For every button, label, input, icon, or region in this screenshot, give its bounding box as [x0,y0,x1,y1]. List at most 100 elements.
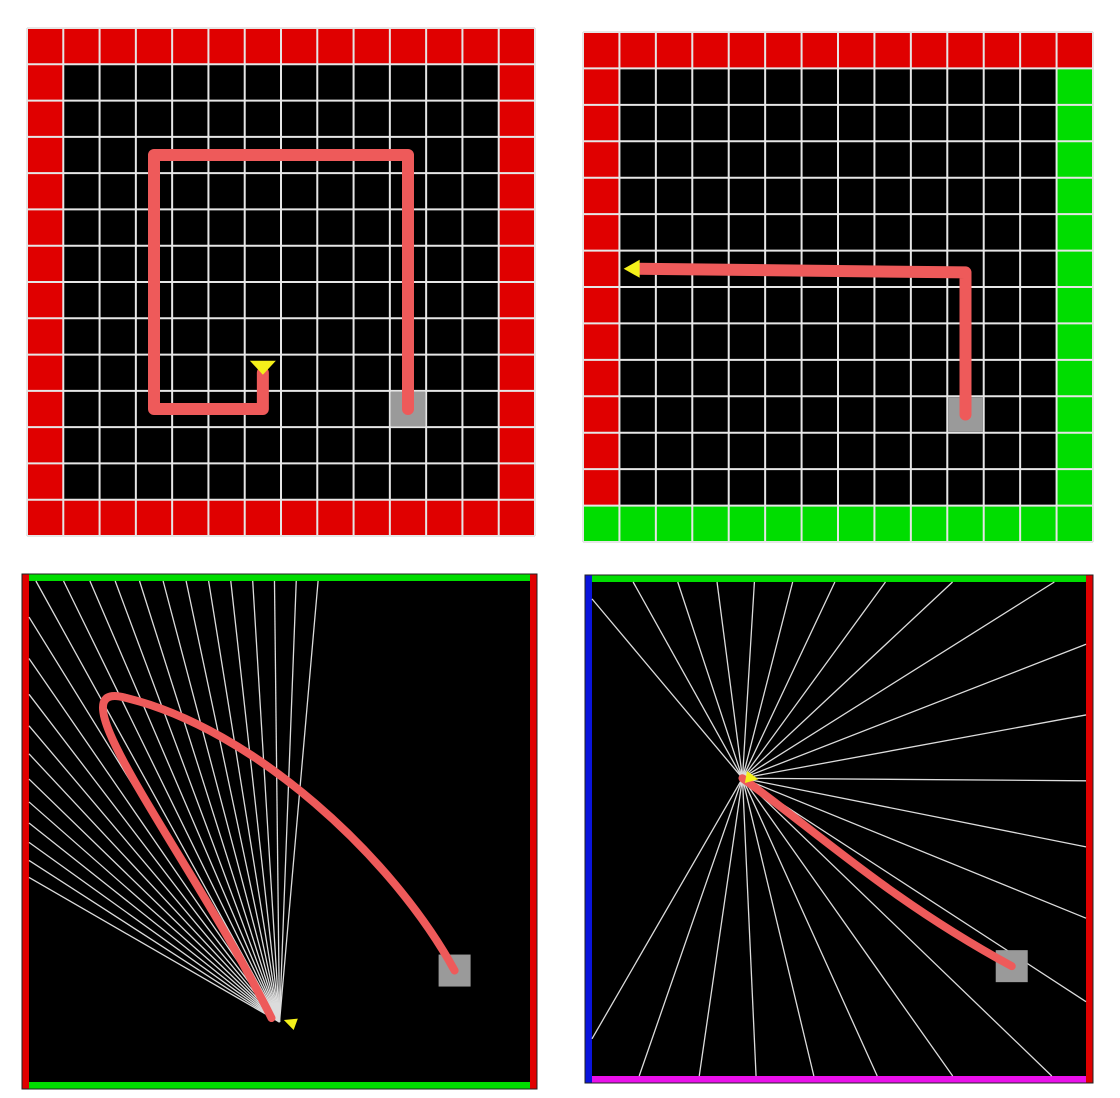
wall-cell [583,214,620,251]
wall-cell [838,32,875,69]
wall-cell [498,354,535,391]
wall-cell [874,505,911,542]
wall-cell [498,100,535,137]
wall-cell [910,32,948,69]
wall-cell [765,505,802,542]
gridworld-panel-top-left [26,27,536,537]
wall-cell [27,318,64,355]
wall-cell [583,323,620,360]
wall-cell [728,505,766,542]
wall-cell [874,32,911,69]
wall-cell [389,28,427,65]
sensor-ray [252,580,281,1023]
trajectory-path [631,262,972,421]
wall-cell [583,32,620,69]
sensor-ray [742,777,1087,782]
wall-cell [27,28,64,65]
arena-frame [584,574,1094,1084]
wall-cell [583,287,620,324]
arena-frame [21,573,538,1090]
agent-marker [744,771,759,784]
sensor-ray [741,581,794,779]
wall-cell [27,354,64,391]
wall-right [530,574,537,1089]
wall-cell [801,505,838,542]
wall-cell [1020,32,1057,69]
sensor-ray [28,841,280,1023]
wall-cell [27,136,64,174]
wall-cell [583,104,620,142]
wall-cell [583,250,620,287]
trajectory-path [99,692,459,1023]
sensor-ray [28,801,280,1023]
sensor-ray [742,777,1087,919]
wall-cell [498,282,535,319]
continuous-panel-bottom-right [584,574,1094,1084]
sensor-ray [28,859,280,1023]
wall-cell [27,463,64,500]
arena-floor [585,575,1093,1083]
wall-cell [27,390,64,428]
wall-cell [498,136,535,174]
wall-cell [583,432,620,470]
trajectory-path [148,149,414,415]
wall-cell [947,32,984,69]
sensor-ray [273,580,281,1023]
wall-cell [1056,104,1093,142]
sensor-ray [741,778,815,1077]
wall-cell [692,32,729,69]
wall-cell [983,32,1021,69]
wall-cell [583,396,620,433]
wall-cell [498,318,535,355]
wall-cell [63,28,100,65]
wall-cell [63,499,100,536]
wall-cell [1056,214,1093,251]
sensor-ray [28,753,280,1023]
wall-cell [498,28,535,65]
wall-cell [389,499,427,536]
sensor-ray [114,580,281,1023]
sensor-ray [742,777,1087,1003]
wall-cell [619,505,656,542]
trajectory-path [738,774,1016,971]
wall-bottom [22,1082,537,1089]
sensor-ray [741,581,887,779]
wall-cell [27,282,64,319]
wall-cell [172,28,209,65]
wall-cell [462,28,499,65]
sensor-ray [677,581,744,779]
wall-cell [498,209,535,246]
wall-cell [281,499,318,536]
wall-cell [244,28,281,65]
sensor-ray [742,581,1055,779]
wall-cell [426,499,463,536]
sensor-ray [138,580,281,1023]
agent-marker [283,1018,298,1031]
wall-cell [983,505,1021,542]
wall-cell [317,499,354,536]
sensor-ray [741,777,954,1077]
wall-cell [583,359,620,397]
wall-cell [583,141,620,178]
wall-cell [99,499,136,536]
wall-cell [498,499,535,536]
sensor-ray [742,643,1087,779]
sensor-ray [742,714,1087,779]
sensor-ray [741,777,878,1077]
wall-cell [692,505,729,542]
wall-cell [27,245,64,282]
wall-cell [1056,287,1093,324]
wall-cell [1056,469,1093,506]
wall-cell [1056,359,1093,397]
wall-cell [838,505,875,542]
sensor-ray [741,778,757,1077]
wall-cell [27,209,64,246]
wall-cell [1056,396,1093,433]
wall-cell [353,28,390,65]
sensor-ray [278,580,297,1023]
wall-cell [1056,68,1093,105]
wall-cell [1056,432,1093,470]
wall-cell [27,64,64,101]
wall-cell [619,32,656,69]
